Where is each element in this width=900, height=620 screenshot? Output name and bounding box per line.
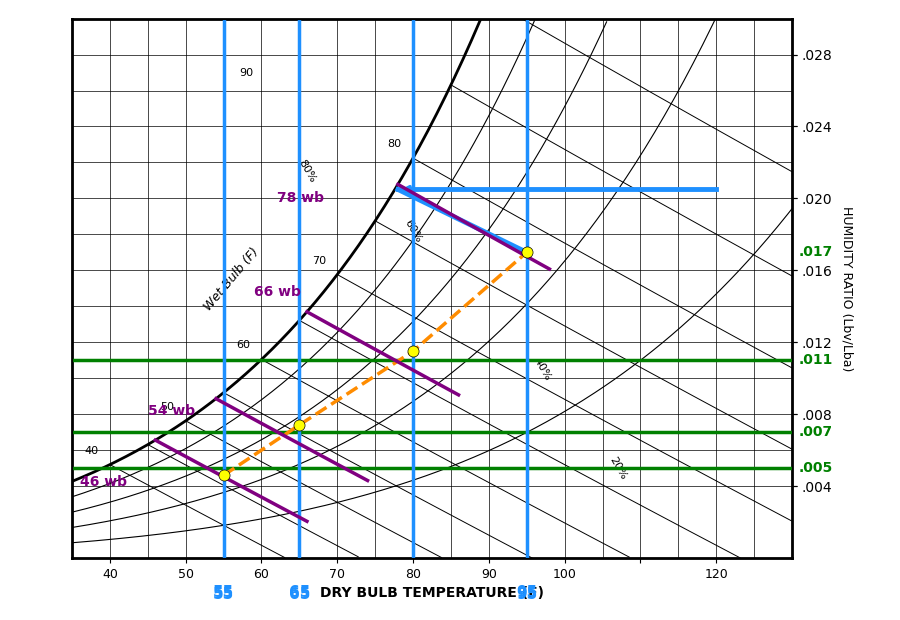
Text: .005: .005 [799,461,833,475]
Text: 20%: 20% [608,455,628,481]
Text: .007: .007 [799,425,833,439]
Text: 65: 65 [289,587,310,602]
Text: 95: 95 [516,585,537,600]
Text: 50: 50 [160,402,175,412]
Text: .011: .011 [799,353,833,367]
Text: 60%: 60% [402,218,424,244]
Text: 54 wb: 54 wb [148,404,195,417]
Text: 55: 55 [213,585,234,600]
Text: Wet Bulb (F): Wet Bulb (F) [202,246,261,313]
Text: 65: 65 [289,585,310,600]
Text: 40: 40 [85,446,98,456]
Text: 66 wb: 66 wb [254,285,301,299]
Text: 78 wb: 78 wb [276,192,324,205]
X-axis label: DRY BULB TEMPERATURE (F): DRY BULB TEMPERATURE (F) [320,587,544,600]
Y-axis label: HUMIDITY RATIO (Lbv/Lba): HUMIDITY RATIO (Lbv/Lba) [841,206,853,371]
Text: 46 wb: 46 wb [79,476,127,489]
Text: 40%: 40% [531,356,553,383]
Text: .017: .017 [799,246,833,259]
Text: 80%: 80% [296,158,318,185]
Text: 95: 95 [516,587,537,602]
Text: 70: 70 [311,255,326,265]
Text: 80: 80 [388,139,401,149]
Text: 90: 90 [239,68,254,78]
Text: 55: 55 [213,587,234,602]
Text: 60: 60 [236,340,250,350]
